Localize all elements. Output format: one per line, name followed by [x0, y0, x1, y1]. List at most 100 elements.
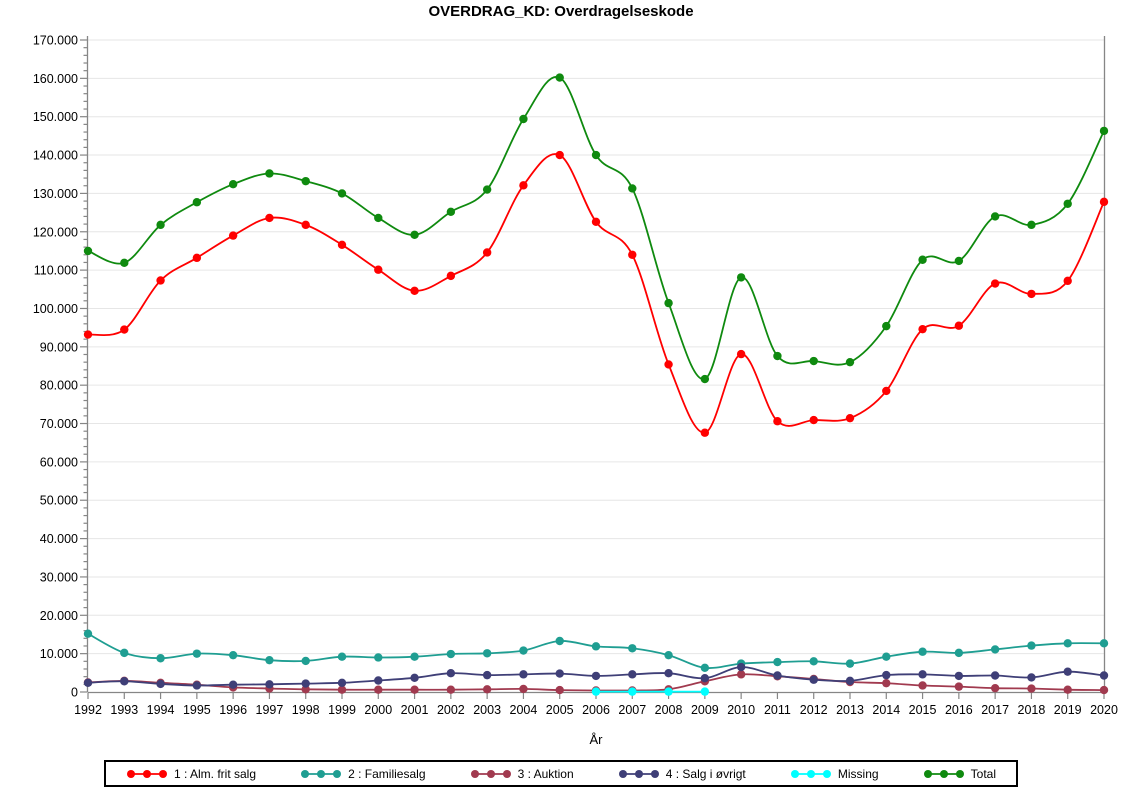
- x-axis-tick-label: 2002: [437, 703, 465, 717]
- series-point-1-alm-frit-salg: [700, 428, 710, 437]
- x-axis-tick-label: 1999: [328, 703, 356, 717]
- y-axis-tick-label: 10.000: [40, 647, 78, 661]
- series-point-2-familiesalg: [410, 652, 419, 661]
- series-point-4-salg-i-vrigt: [410, 673, 419, 683]
- chart-legend: 1 : Alm. frit salg 2 : Familiesalg 3 : Auk…: [104, 760, 1018, 787]
- series-point-4-salg-i-vrigt: [265, 680, 274, 689]
- series-point-2-familiesalg: [446, 649, 456, 659]
- legend-item: 2 : Familiesalg: [300, 766, 426, 781]
- chart-title: OVERDRAG_KD: Overdragelseskode: [428, 3, 694, 20]
- series-point-total: [882, 321, 891, 331]
- x-axis-tick-label: 2003: [473, 703, 501, 717]
- series-point-total: [410, 230, 419, 240]
- legend-item: 4 : Salg i øvrigt: [618, 767, 746, 781]
- legend-item: 3 : Auktion: [470, 767, 574, 781]
- series-point-missing: [591, 687, 601, 696]
- x-axis-tick-label: 2006: [582, 703, 610, 717]
- series-point-4-salg-i-vrigt: [519, 670, 528, 679]
- series-point-1-alm-frit-salg: [192, 253, 202, 263]
- series-point-4-salg-i-vrigt: [446, 669, 456, 678]
- y-axis-tick-label: 110.000: [34, 264, 78, 278]
- series-point-2-familiesalg: [374, 653, 383, 662]
- y-axis-tick-label: 100.000: [33, 302, 78, 316]
- y-axis-tick-label: 140.000: [33, 149, 78, 163]
- series-point-4-salg-i-vrigt: [1027, 673, 1036, 682]
- series-point-1-alm-frit-salg: [990, 279, 1000, 288]
- series-point-total: [482, 185, 492, 194]
- series-line-1-alm-frit-salg: [87, 153, 1105, 434]
- series-point-4-salg-i-vrigt: [773, 671, 782, 680]
- series-point-1-alm-frit-salg: [555, 150, 564, 160]
- x-axis-tick-label: 1994: [147, 703, 175, 717]
- legend-label: Missing: [837, 766, 879, 781]
- legend-marker-icon: [470, 769, 511, 778]
- series-point-total: [555, 73, 564, 82]
- y-axis-tick-label: 60.000: [40, 455, 78, 469]
- series-point-1-alm-frit-salg: [882, 386, 891, 396]
- series-point-total: [265, 169, 274, 178]
- legend-marker-icon: [923, 769, 964, 778]
- series-point-total: [374, 213, 383, 223]
- series-point-4-salg-i-vrigt: [192, 681, 202, 690]
- series-point-total: [83, 246, 93, 256]
- series-point-4-salg-i-vrigt: [1099, 671, 1109, 680]
- series-point-4-salg-i-vrigt: [120, 677, 129, 686]
- y-axis-tick-label: 20.000: [40, 609, 78, 623]
- y-axis-tick-label: 0: [71, 686, 78, 700]
- series-point-4-salg-i-vrigt: [954, 671, 964, 681]
- series-point-3-auktion: [482, 685, 492, 694]
- series-point-2-familiesalg: [1099, 639, 1109, 648]
- series-point-3-auktion: [1027, 684, 1036, 693]
- series-point-1-alm-frit-salg: [374, 265, 383, 274]
- legend-marker-icon: [127, 769, 167, 778]
- series-point-2-familiesalg: [882, 652, 891, 661]
- series-point-2-familiesalg: [120, 648, 129, 658]
- series-point-4-salg-i-vrigt: [882, 670, 891, 680]
- series-point-total: [591, 150, 601, 160]
- x-axis-tick-label: 2014: [872, 703, 900, 717]
- series-point-missing: [628, 687, 637, 696]
- series-point-total: [809, 356, 818, 366]
- x-axis-tick-label: 2001: [401, 703, 429, 717]
- series-point-3-auktion: [555, 685, 564, 695]
- y-axis-tick-label: 70.000: [40, 417, 78, 431]
- x-axis-title: År: [590, 732, 604, 747]
- legend-label: 2 : Familiesalg: [348, 766, 426, 781]
- legend-item: Total: [923, 767, 996, 781]
- series-point-4-salg-i-vrigt: [555, 669, 564, 678]
- series-point-1-alm-frit-salg: [736, 349, 746, 359]
- series-line-total: [87, 75, 1105, 380]
- y-axis-tick-label: 150.000: [33, 110, 78, 124]
- y-axis-tick-label: 30.000: [40, 570, 78, 584]
- x-axis-tick-label: 1993: [110, 703, 138, 717]
- series-point-total: [446, 207, 456, 217]
- series-point-3-auktion: [918, 681, 927, 690]
- series-point-total: [773, 351, 782, 361]
- series-point-4-salg-i-vrigt: [809, 675, 818, 684]
- series-point-3-auktion: [990, 683, 1000, 693]
- x-axis-tick-label: 2012: [800, 703, 828, 717]
- series-point-4-salg-i-vrigt: [374, 676, 383, 685]
- series-point-2-familiesalg: [700, 663, 710, 673]
- series-point-3-auktion: [374, 685, 383, 694]
- x-axis-tick-label: 2011: [764, 703, 791, 717]
- y-axis-tick-label: 120.000: [33, 225, 78, 239]
- series-point-1-alm-frit-salg: [446, 271, 456, 281]
- series-point-total: [918, 255, 927, 264]
- series-point-2-familiesalg: [337, 652, 347, 661]
- series-point-missing: [664, 687, 673, 696]
- series-point-2-familiesalg: [83, 629, 93, 638]
- x-axis-tick-label: 2004: [510, 703, 538, 717]
- series-point-4-salg-i-vrigt: [1063, 667, 1072, 676]
- x-axis-tick-label: 2019: [1054, 703, 1082, 717]
- series-point-3-auktion: [1099, 685, 1109, 695]
- series-point-1-alm-frit-salg: [1099, 197, 1109, 207]
- legend-label: Total: [970, 766, 996, 781]
- x-axis-tick-label: 1996: [219, 703, 247, 717]
- y-axis-tick-label: 80.000: [40, 379, 78, 393]
- series-point-4-salg-i-vrigt: [918, 670, 927, 679]
- series-point-3-auktion: [446, 685, 456, 694]
- x-axis-tick-label: 2015: [909, 703, 937, 717]
- legend-label: 3 : Auktion: [517, 766, 574, 781]
